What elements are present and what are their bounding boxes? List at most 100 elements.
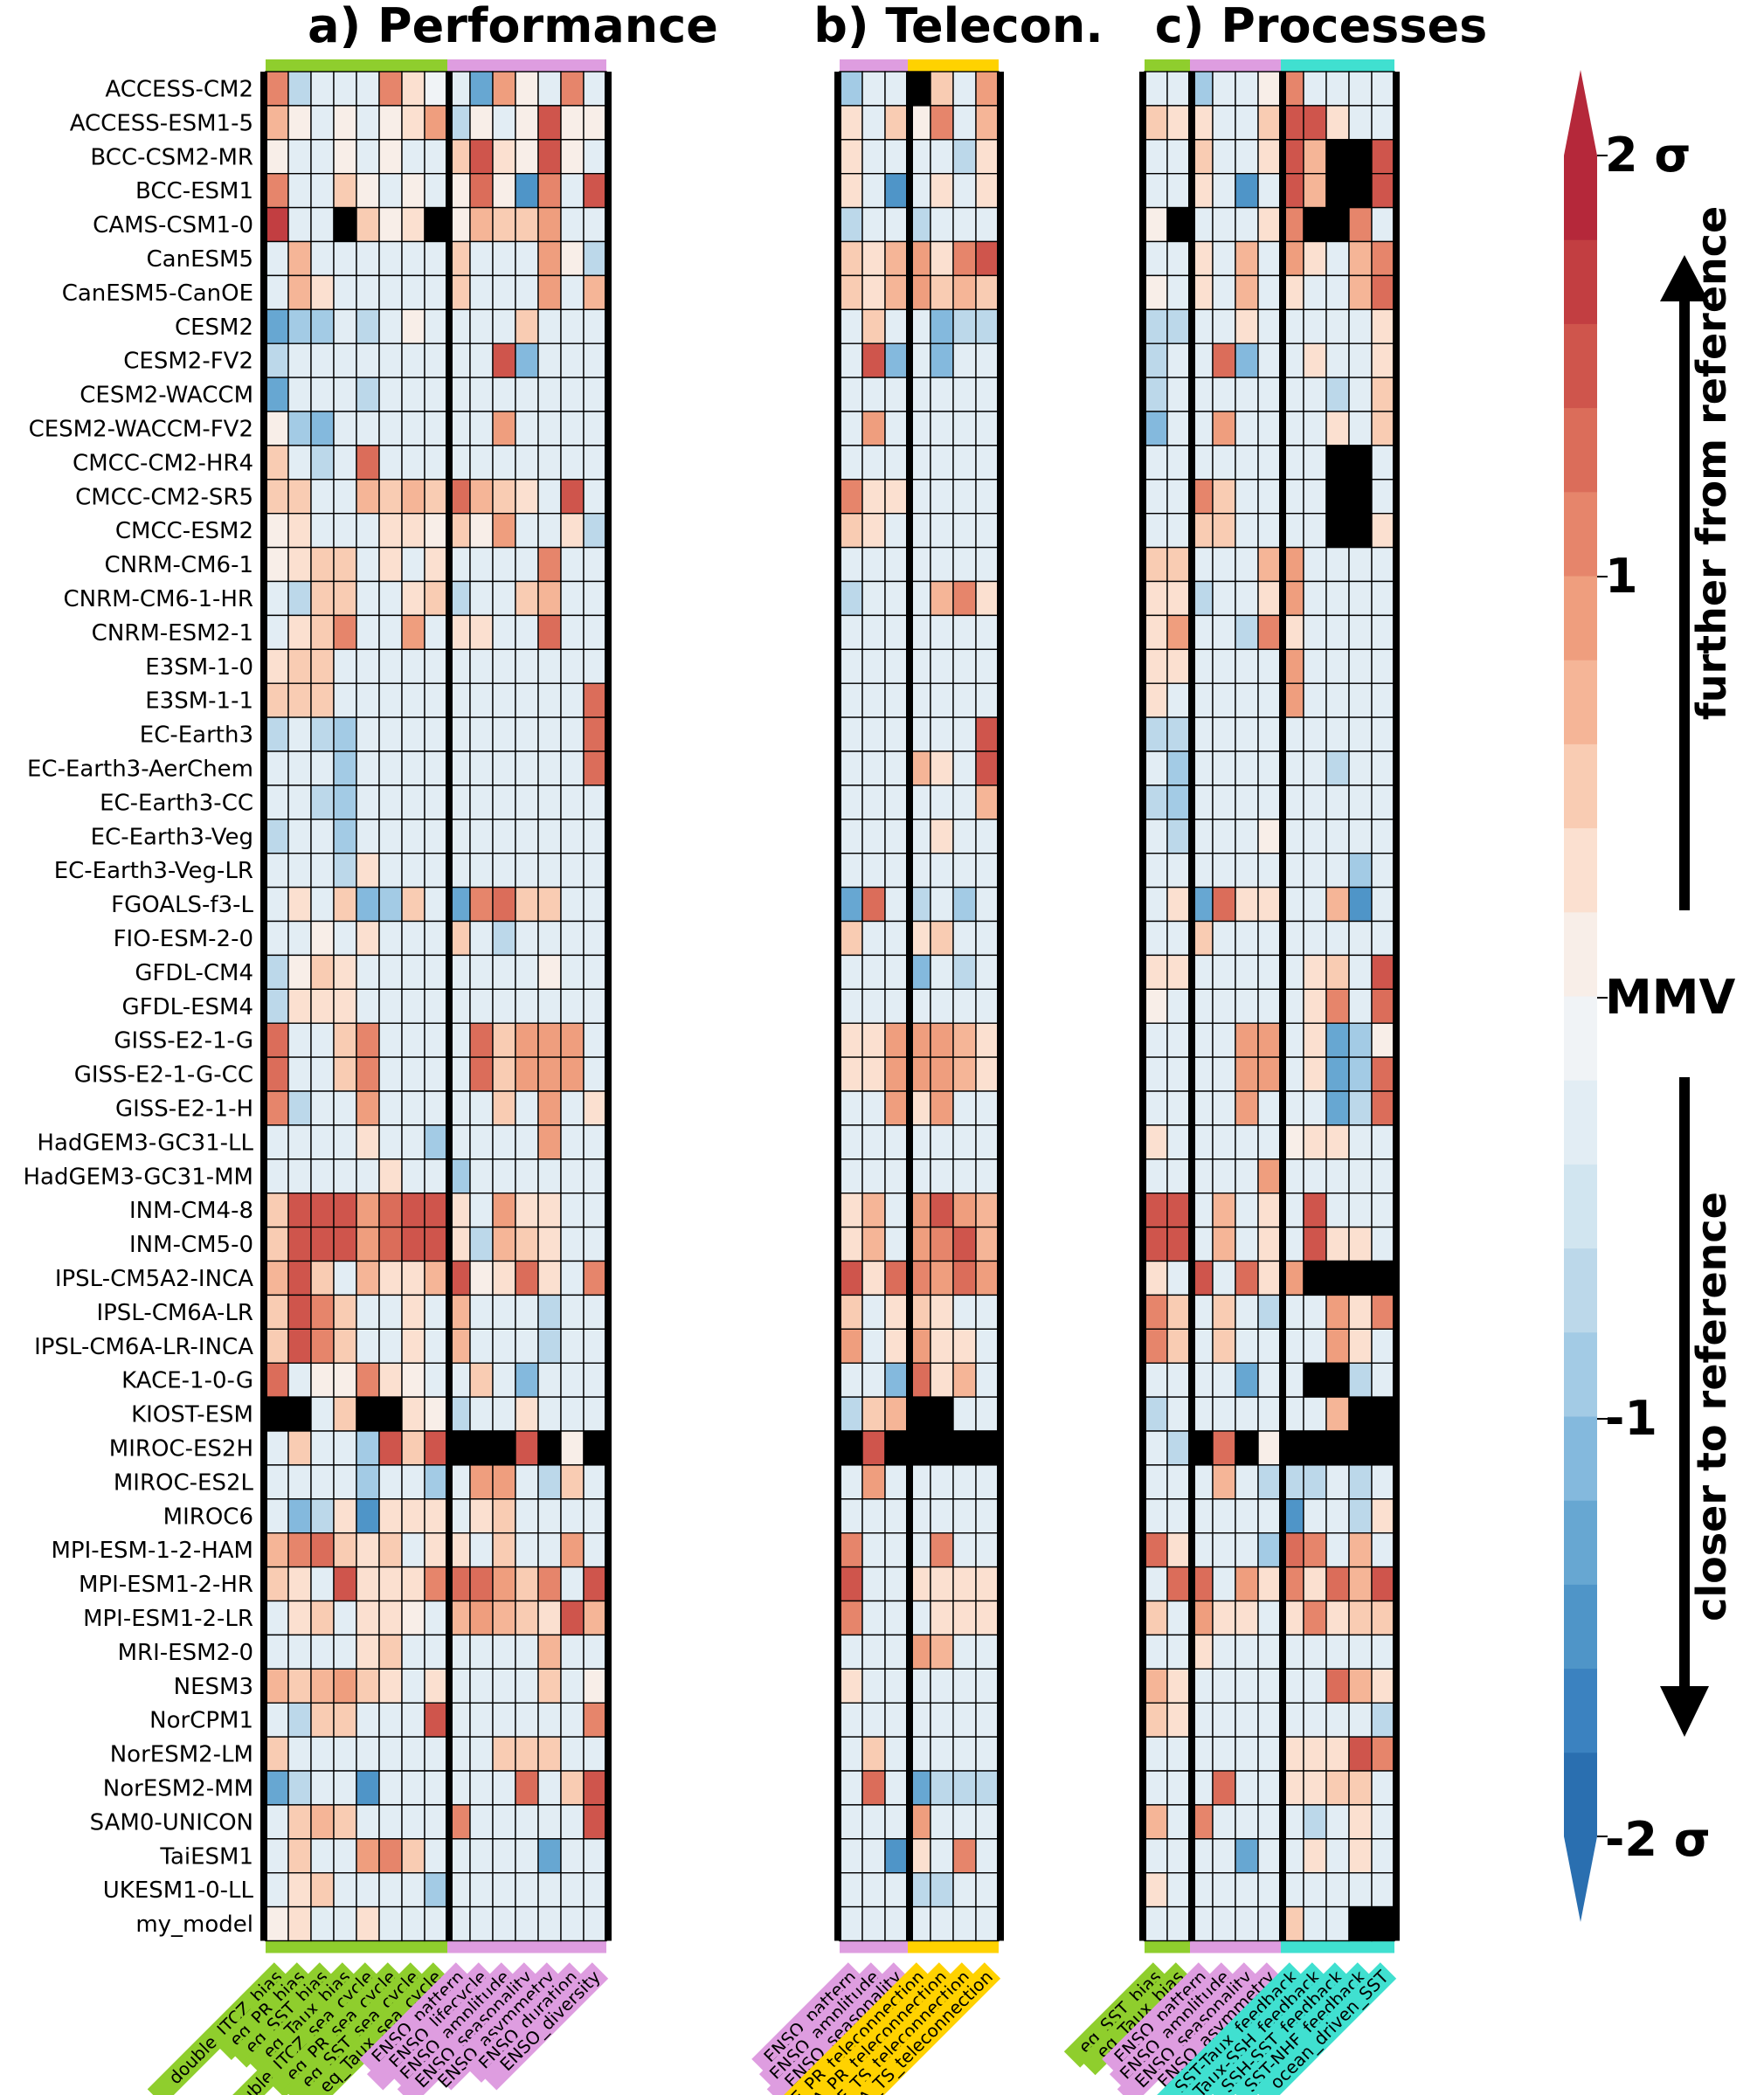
- heatmap-cell: [839, 308, 863, 344]
- heatmap-cell: [1144, 1736, 1168, 1772]
- heatmap-cell: [975, 1430, 1000, 1466]
- heatmap-cell: [1371, 1634, 1395, 1670]
- heatmap-cell: [952, 682, 977, 718]
- heatmap-cell: [884, 1192, 909, 1228]
- heatmap-cell: [560, 274, 585, 310]
- heatmap-cell: [884, 513, 909, 549]
- heatmap-cell: [265, 1022, 289, 1058]
- heatmap-cell: [930, 172, 954, 209]
- model-label: CAMS-CSM1-0: [93, 212, 253, 239]
- heatmap-cell: [265, 1328, 289, 1364]
- heatmap-cell: [1325, 206, 1350, 243]
- heatmap-cell: [287, 1464, 312, 1500]
- heatmap-cell: [287, 1634, 312, 1670]
- heatmap-cell: [1371, 513, 1395, 549]
- heatmap-cell: [975, 139, 1000, 175]
- group-bar-bottom: [1145, 1940, 1190, 1953]
- heatmap-cell: [310, 1838, 335, 1874]
- heatmap-cell: [469, 1294, 494, 1331]
- heatmap-cell: [952, 1294, 977, 1331]
- heatmap-cell: [310, 274, 335, 310]
- heatmap-cell: [884, 1396, 909, 1432]
- heatmap-cell: [930, 886, 954, 923]
- heatmap-cell: [1348, 342, 1373, 378]
- heatmap-cell: [861, 546, 886, 583]
- heatmap-cell: [1348, 886, 1373, 923]
- heatmap-cell: [583, 1260, 607, 1296]
- heatmap-cell: [401, 819, 425, 854]
- heatmap-cell: [1303, 206, 1327, 243]
- heatmap-cell: [265, 513, 289, 549]
- heatmap-cell: [1371, 445, 1395, 481]
- model-label: GISS-E2-1-H: [115, 1096, 253, 1122]
- heatmap-cell: [952, 172, 977, 209]
- heatmap-cell: [537, 1770, 562, 1806]
- heatmap-cell: [333, 988, 357, 1024]
- heatmap-cell: [1212, 411, 1236, 446]
- heatmap-cell: [861, 1328, 886, 1364]
- heatmap-cell: [952, 648, 977, 684]
- heatmap-cell: [492, 206, 516, 243]
- heatmap-cell: [1325, 172, 1350, 209]
- heatmap-cell: [952, 206, 977, 243]
- heatmap-cell: [1235, 377, 1259, 412]
- colorbar-segment: [1564, 1331, 1597, 1417]
- heatmap-cell: [1257, 1871, 1282, 1908]
- heatmap-cell: [884, 1702, 909, 1738]
- heatmap-cell: [560, 411, 585, 446]
- heatmap-cell: [1348, 479, 1373, 515]
- heatmap-cell: [469, 1668, 494, 1704]
- heatmap-cell: [1325, 1531, 1350, 1568]
- heatmap-cell: [1371, 750, 1395, 786]
- heatmap-cell: [1235, 1056, 1259, 1092]
- heatmap-cell: [1212, 750, 1236, 786]
- heatmap-cell: [930, 1804, 954, 1840]
- heatmap-cell: [265, 920, 289, 957]
- heatmap-cell: [1144, 479, 1168, 515]
- heatmap-cell: [1348, 614, 1373, 651]
- heatmap-cell: [378, 1260, 403, 1296]
- heatmap-cell: [333, 1362, 357, 1398]
- heatmap-cell: [560, 1804, 585, 1840]
- heatmap-cell: [1235, 1702, 1259, 1738]
- heatmap-cell: [1235, 1464, 1259, 1500]
- heatmap-cell: [560, 546, 585, 583]
- heatmap-cell: [839, 750, 863, 786]
- model-label: IPSL-CM5A2-INCA: [55, 1266, 253, 1292]
- heatmap-cell: [401, 920, 425, 957]
- heatmap-cell: [378, 240, 403, 277]
- heatmap-cell: [884, 1531, 909, 1568]
- heatmap-cell: [975, 1192, 1000, 1228]
- heatmap-cell: [583, 1498, 607, 1534]
- heatmap-cell: [492, 342, 516, 378]
- heatmap-cell: [401, 886, 425, 923]
- heatmap-cell: [952, 1770, 977, 1806]
- heatmap-cell: [378, 648, 403, 684]
- heatmap-cell: [1212, 274, 1236, 310]
- heatmap-cell: [1325, 1192, 1350, 1228]
- heatmap-cell: [1257, 682, 1282, 718]
- heatmap-cell: [1325, 1396, 1350, 1432]
- heatmap-cell: [469, 411, 494, 446]
- heatmap-cell: [537, 274, 562, 310]
- heatmap-cell: [1348, 1770, 1373, 1806]
- metric-group-bars: [266, 59, 1394, 1953]
- heatmap-cell: [861, 886, 886, 923]
- heatmap-cell: [1212, 614, 1236, 651]
- heatmap-cell: [1303, 614, 1327, 651]
- heatmap-cell: [930, 1158, 954, 1194]
- heatmap-cell: [952, 954, 977, 991]
- heatmap-cell: [560, 1328, 585, 1364]
- heatmap-cell: [287, 614, 312, 651]
- heatmap-cell: [884, 274, 909, 310]
- heatmap-cell: [861, 648, 886, 684]
- heatmap-cell: [975, 1566, 1000, 1602]
- metric-label-bg: [299, 1962, 450, 2095]
- heatmap-cell: [492, 1600, 516, 1636]
- heatmap-cell: [839, 1736, 863, 1772]
- heatmap-cell: [1166, 71, 1191, 107]
- model-label: NESM3: [174, 1674, 253, 1700]
- heatmap-cell: [560, 1464, 585, 1500]
- heatmap-cell: [265, 377, 289, 412]
- heatmap-cell: [1144, 1022, 1168, 1058]
